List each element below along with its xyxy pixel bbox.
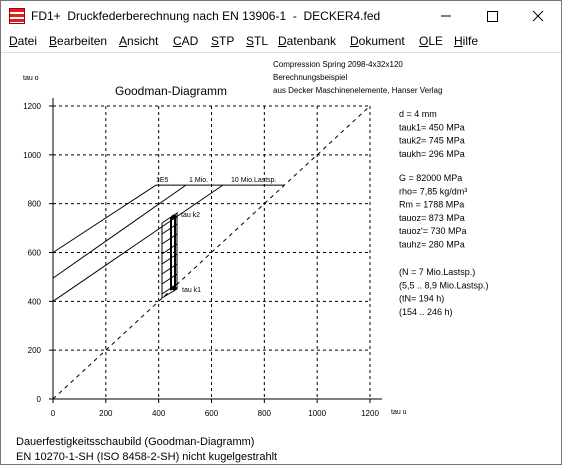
x-tick-label: 0 — [51, 409, 56, 418]
menu-item[interactable]: STP — [211, 34, 235, 48]
goodman-line — [52, 184, 224, 302]
menu-bar: Datei Bearbeiten Ansicht CAD STP STL Datenbank… — [1, 31, 561, 53]
menu-item[interactable]: Hilfe — [454, 34, 479, 48]
y-tick-label: 600 — [28, 249, 42, 258]
y-tick-label: 800 — [28, 200, 42, 209]
menu-item[interactable]: Datei — [9, 34, 38, 48]
y-tick-label: 0 — [37, 395, 42, 404]
chart-title: Goodman-Diagramm — [115, 84, 227, 98]
goodman-line — [52, 184, 187, 279]
annotation: tau k1 — [182, 287, 201, 294]
header-line: Berechnungsbeispiel — [273, 73, 347, 82]
minimize-button[interactable] — [423, 1, 469, 31]
maximize-button[interactable] — [469, 1, 515, 31]
chart: 0 200 400 600 800 1000 1200 0 200 400 600 800 1000 12… — [16, 60, 489, 463]
y-tick-label: 1200 — [23, 102, 41, 111]
property-line: tauoz= 873 MPa — [399, 213, 465, 223]
property-line: taukh= 296 MPa — [399, 149, 465, 159]
app-icon — [9, 8, 25, 24]
x-tick-label: 800 — [258, 409, 272, 418]
goodman-line — [52, 184, 285, 253]
annotation: tau k2 — [181, 212, 200, 219]
property-line: Rm = 1788 MPa — [399, 200, 464, 210]
x-tick-label: 200 — [99, 409, 113, 418]
menu-item[interactable]: Ansicht — [119, 34, 159, 48]
menu-item[interactable]: CAD — [173, 34, 199, 48]
annotation: 10 Mio.Lastsp. — [231, 177, 277, 184]
x-tick-label: 400 — [152, 409, 166, 418]
y-tick-label: 200 — [28, 346, 42, 355]
property-line: tauk2= 745 MPa — [399, 136, 465, 146]
y-axis-label: tau o — [23, 75, 39, 82]
header-line: Compression Spring 2098-4x32x120 — [273, 60, 403, 69]
x-tick-label: 600 — [205, 409, 219, 418]
menu-item[interactable]: Bearbeiten — [49, 34, 108, 48]
property-line: d = 4 mm — [399, 109, 437, 119]
property-line: rho= 7,85 kg/dm³ — [399, 186, 467, 196]
x-axis-label: tau u — [391, 409, 407, 416]
x-tick-label: 1200 — [361, 409, 379, 418]
y-tick-label: 1000 — [23, 151, 41, 160]
menu-item[interactable]: OLE — [419, 34, 444, 48]
property-line: tauhz= 280 MPa — [399, 240, 465, 250]
menu-item[interactable]: Dokument — [350, 34, 405, 48]
header-line: aus Decker Maschinenelemente, Hanser Ver… — [273, 86, 442, 95]
title-bar: FD1+ Druckfederberechnung nach EN 13906-… — [1, 1, 561, 31]
property-line: (tN= 194 h) — [399, 294, 444, 304]
close-button[interactable] — [515, 1, 561, 31]
property-line: tauoz'= 730 MPa — [399, 226, 467, 236]
menu-item[interactable]: Datenbank — [278, 34, 337, 48]
menu-item[interactable]: STL — [246, 34, 269, 48]
annotation: 1E5 — [156, 177, 169, 184]
property-line: tauk1= 450 MPa — [399, 122, 465, 132]
x-tick-label: 1000 — [308, 409, 326, 418]
footer-line: Dauerfestigkeitsschaubild (Goodman-Diagr… — [16, 436, 254, 448]
window-title: FD1+ Druckfederberechnung nach EN 13906-… — [31, 9, 381, 23]
property-line: (5,5 .. 8,9 Mio.Lastsp.) — [399, 280, 489, 290]
y-tick-label: 400 — [28, 297, 42, 306]
footer-line: EN 10270-1-SH (ISO 8458-2-SH) nicht kuge… — [16, 451, 277, 463]
property-line: G = 82000 MPa — [399, 173, 462, 183]
annotation: 1 Mio. — [189, 177, 208, 184]
property-line: (154 .. 246 h) — [399, 307, 453, 317]
property-line: (N = 7 Mio.Lastsp.) — [399, 267, 475, 277]
